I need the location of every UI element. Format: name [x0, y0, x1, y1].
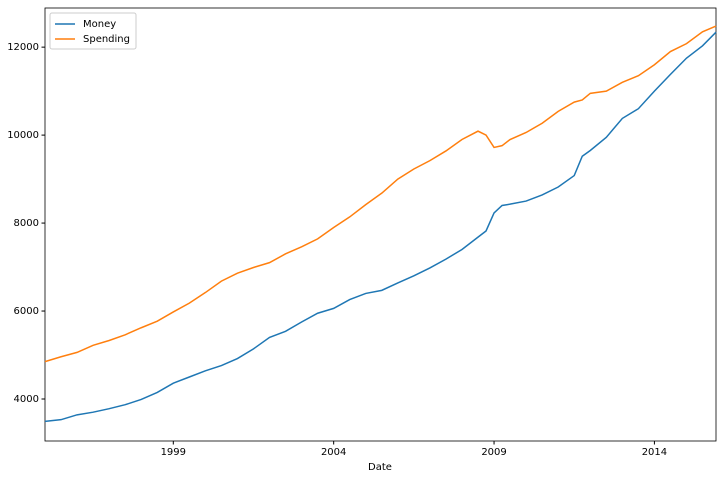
legend-box — [49, 12, 137, 50]
x-tick-label: 1999 — [161, 447, 186, 458]
line-series — [44, 31, 717, 423]
x-tick-label: 2004 — [321, 447, 346, 458]
legend-label: Money — [83, 19, 116, 30]
x-axis-label: Date — [368, 462, 392, 473]
y-tick-label: 4000 — [14, 394, 39, 405]
y-tick-label: 8000 — [14, 218, 39, 229]
y-tick-label: 6000 — [14, 306, 39, 317]
x-tick-label: 2009 — [481, 447, 506, 458]
plot-frame — [44, 7, 717, 442]
y-tick-label: 12000 — [7, 42, 39, 53]
legend-label: Spending — [83, 34, 130, 45]
x-tick-label: 2014 — [642, 447, 667, 458]
y-tick-label: 10000 — [7, 130, 39, 141]
line-series — [44, 25, 717, 363]
